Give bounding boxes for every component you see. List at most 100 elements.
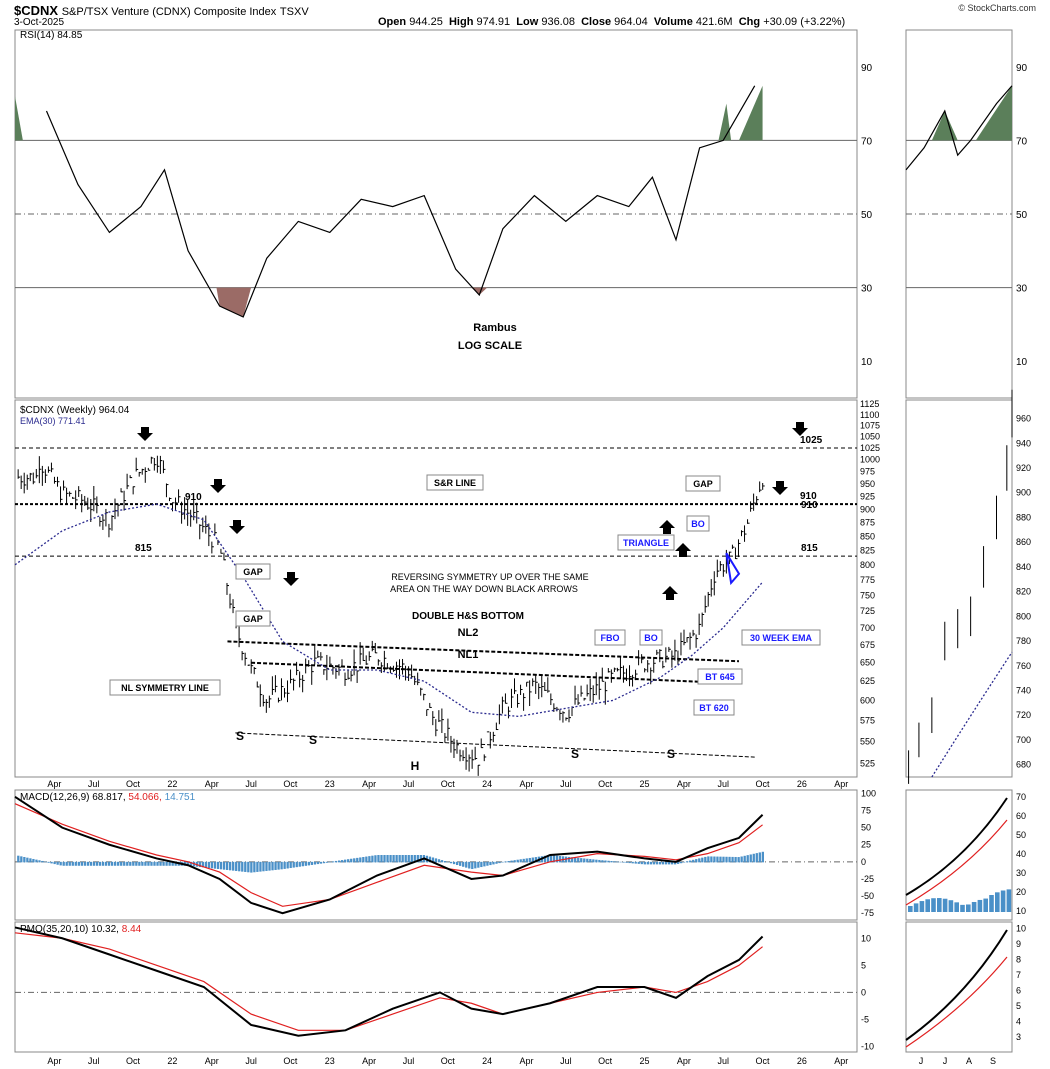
- macd-hist-bar: [316, 861, 320, 865]
- macd-hist-bar: [174, 861, 177, 866]
- macd-hist-bar: [446, 861, 450, 863]
- side-macd-hist-bar: [1006, 889, 1012, 912]
- rsi-tick-label: 10: [861, 357, 873, 368]
- macd-hist-bar: [107, 861, 111, 866]
- macd-legend-part: 68.817,: [92, 792, 128, 803]
- macd-hist-bar: [449, 861, 453, 864]
- macd-hist-bar: [229, 861, 232, 871]
- chart-date: 3-Oct-2025: [14, 17, 65, 28]
- pmo-x-tick-label: Apr: [362, 1056, 376, 1066]
- macd-hist-bar: [510, 860, 513, 863]
- price-tick-label: 1050: [860, 432, 880, 442]
- macd-hist-bar: [59, 861, 62, 866]
- side-macd-hist-bar: [919, 901, 925, 912]
- macd-hist-bar: [222, 861, 226, 870]
- macd-tick-label: -75: [861, 908, 874, 918]
- price-tick-label: 700: [860, 623, 875, 633]
- macd-hist-bar: [586, 858, 589, 863]
- macd-hist-bar: [350, 858, 353, 863]
- macd-hist-bar: [141, 861, 144, 866]
- rsi-side-tick-label: 90: [1016, 63, 1028, 74]
- annotation-s4: S: [667, 747, 675, 761]
- macd-hist-bar: [440, 860, 444, 863]
- panel-pmo: [14, 921, 858, 1053]
- macd-hist-bar: [74, 861, 77, 866]
- price-tick-label: 600: [860, 695, 875, 705]
- macd-tick-label: 50: [861, 823, 871, 833]
- macd-hist-bar: [398, 855, 401, 863]
- sidepanel-price: [905, 399, 1013, 778]
- price-legend-ema: EMA(30) 771.41: [20, 416, 86, 426]
- side-macd-hist-bar: [925, 899, 930, 912]
- macd-hist-bar: [65, 861, 68, 866]
- macd-hist-bar: [147, 861, 150, 866]
- macd-hist-bar: [213, 861, 217, 869]
- pmo-x-tick-label: Apr: [834, 1056, 848, 1066]
- side-macd-hist-bar: [937, 898, 942, 912]
- macd-hist-bar: [465, 861, 468, 868]
- annotation-bo-1-box: [639, 629, 663, 646]
- chg-label: Chg: [738, 16, 761, 28]
- macd-hist-bar: [428, 856, 432, 863]
- level-label-910: 910: [800, 491, 817, 502]
- macd-hist-bar: [710, 856, 713, 863]
- pmo-x-tick-label: 26: [797, 1056, 807, 1066]
- macd-hist-bar: [162, 861, 165, 866]
- side-price-tick-label: 780: [1016, 636, 1031, 646]
- pmo-x-tick-label: Jul: [717, 1056, 729, 1066]
- price-tick-label: 1100: [860, 410, 879, 420]
- macd-hist-bar: [171, 861, 174, 866]
- macd-hist-bar: [698, 858, 701, 863]
- pmo-x-tick-label: Oct: [126, 1056, 141, 1066]
- macd-tick-label: 100: [861, 788, 876, 798]
- rsi-legend: RSI(14) 84.85: [20, 30, 83, 41]
- chg-value: +30.09 (+3.22%): [763, 16, 846, 28]
- macd-hist-bar: [92, 861, 96, 866]
- side-price-tick-label: 840: [1016, 562, 1031, 572]
- price-tick-label: 825: [860, 545, 875, 555]
- macd-hist-bar: [47, 861, 50, 863]
- macd-hist-bar: [77, 861, 80, 866]
- macd-hist-bar: [525, 858, 528, 863]
- side-pmo-tick-label: 4: [1016, 1017, 1021, 1027]
- macd-hist-bar: [443, 861, 447, 863]
- macd-hist-bar: [117, 861, 120, 866]
- rsi-annotation-logscale: LOG SCALE: [458, 340, 522, 352]
- macd-hist-bar: [71, 861, 74, 866]
- macd-hist-bar: [53, 861, 56, 865]
- macd-hist-bar: [280, 861, 283, 870]
- macd-hist-bar: [256, 861, 259, 872]
- pmo-x-tick-label: Jul: [245, 1056, 257, 1066]
- price-x-tick-label: 22: [167, 779, 177, 789]
- macd-hist-bar: [389, 855, 392, 863]
- pmo-x-tick-label: Jul: [88, 1056, 100, 1066]
- macd-hist-bar: [682, 861, 686, 863]
- annotation-sr-line: S&R LINE: [434, 478, 476, 488]
- pmo-x-tick-label: Oct: [598, 1056, 613, 1066]
- macd-hist-bar: [144, 861, 147, 866]
- volume-value: 421.6M: [695, 16, 733, 28]
- down-arrow-2: [229, 520, 245, 534]
- side-price-tick-label: 740: [1016, 685, 1031, 695]
- rsi-oversold-fill-2: [471, 287, 488, 295]
- macd-hist-bar: [604, 860, 607, 863]
- side-price-tick-label: 940: [1016, 438, 1031, 448]
- macd-hist-bar: [98, 861, 102, 866]
- side-price-tick-label: 760: [1016, 661, 1031, 671]
- side-macd-hist-bar: [931, 898, 936, 912]
- macd-tick-label: -25: [861, 874, 874, 884]
- macd-hist-bar: [247, 861, 250, 873]
- pmo-x-tick-label: 24: [482, 1056, 492, 1066]
- annotation-double-hs: DOUBLE H&S BOTTOM: [412, 611, 524, 622]
- low-value: 936.08: [541, 16, 575, 28]
- rsi-overbought-fill-1: [15, 96, 23, 141]
- macd-hist-bar: [752, 853, 755, 863]
- side-price-tick-label: 900: [1016, 488, 1031, 498]
- macd-hist-bar: [655, 861, 659, 865]
- price-x-tick-label: Jul: [245, 779, 257, 789]
- macd-hist-bar: [304, 861, 307, 866]
- macd-hist-bar: [652, 861, 656, 865]
- macd-line: [14, 796, 764, 915]
- up-arrow-0: [659, 520, 675, 534]
- macd-hist-bar: [731, 856, 734, 863]
